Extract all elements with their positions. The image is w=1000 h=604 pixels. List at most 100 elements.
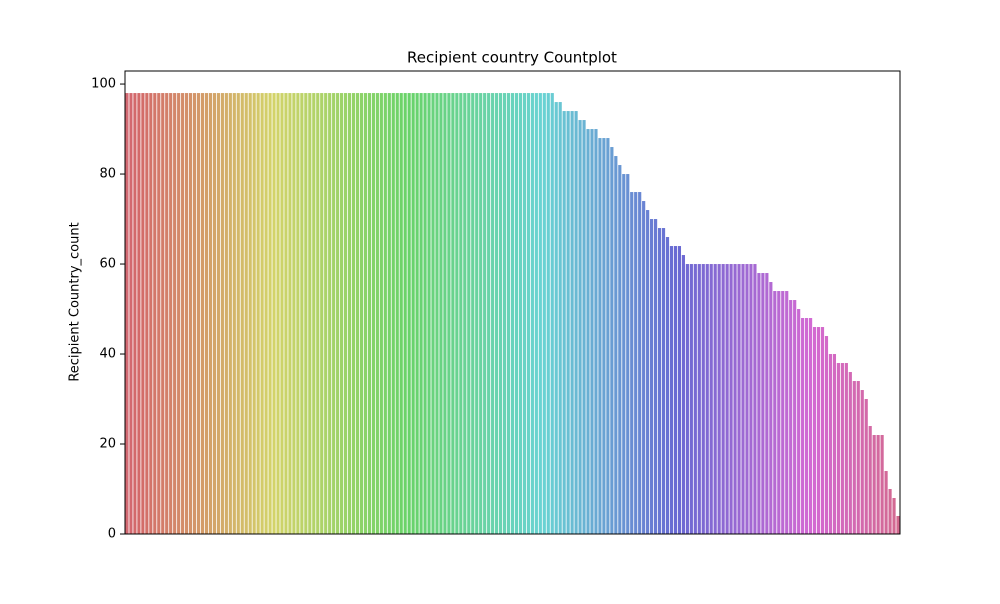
bar xyxy=(741,264,745,534)
bar xyxy=(268,93,272,535)
bar xyxy=(173,93,177,535)
bar xyxy=(169,93,173,535)
bar xyxy=(638,192,642,534)
bar xyxy=(578,120,582,534)
bar xyxy=(188,93,193,535)
bar xyxy=(880,435,884,534)
bar xyxy=(836,363,840,534)
bar xyxy=(550,93,554,535)
bar xyxy=(343,93,348,535)
bar xyxy=(733,264,737,534)
y-tick-label: 60 xyxy=(99,257,116,272)
bar xyxy=(797,309,801,534)
bar xyxy=(860,390,864,534)
bar xyxy=(828,354,833,534)
bar xyxy=(610,147,614,534)
bar xyxy=(479,93,483,535)
bar xyxy=(745,264,749,534)
bar xyxy=(248,93,252,535)
bar xyxy=(888,489,892,534)
bar xyxy=(192,93,197,535)
bar xyxy=(590,129,594,534)
bar xyxy=(145,93,149,535)
bar xyxy=(129,93,133,535)
y-tick-label: 0 xyxy=(108,527,116,542)
bar xyxy=(228,93,232,535)
bar xyxy=(689,264,693,534)
bar xyxy=(403,93,407,535)
bar xyxy=(260,93,264,535)
bar xyxy=(371,93,375,535)
bar xyxy=(224,93,228,535)
bar xyxy=(761,273,765,534)
bar xyxy=(669,246,674,534)
chart-title: Recipient country Countplot xyxy=(407,49,617,67)
bar xyxy=(292,93,296,535)
bar xyxy=(602,138,606,534)
bar xyxy=(713,264,717,534)
bar xyxy=(773,291,777,534)
bar xyxy=(586,129,590,534)
bar xyxy=(793,300,797,534)
bar xyxy=(824,336,829,534)
bar xyxy=(554,102,558,535)
bar xyxy=(455,93,459,535)
bar xyxy=(534,93,538,535)
bar xyxy=(598,138,602,534)
bar xyxy=(789,300,793,534)
bar xyxy=(642,201,646,534)
bar xyxy=(542,93,546,535)
bar xyxy=(832,354,837,534)
bar xyxy=(630,192,634,534)
bar xyxy=(737,264,741,534)
bar xyxy=(701,264,705,534)
bar xyxy=(606,138,610,534)
bar xyxy=(359,93,364,535)
bar xyxy=(805,318,809,534)
y-axis-label: Recipient Country_count xyxy=(68,222,83,381)
bar xyxy=(296,93,300,535)
bar xyxy=(196,93,201,535)
bar xyxy=(876,435,880,534)
bar xyxy=(650,219,654,535)
bar xyxy=(657,228,662,535)
bar xyxy=(395,93,399,535)
bar xyxy=(510,93,515,535)
bar xyxy=(816,327,821,534)
bar xyxy=(884,471,888,534)
bar xyxy=(387,93,391,535)
bar xyxy=(526,93,530,535)
bar xyxy=(181,93,185,535)
bar xyxy=(300,93,304,535)
bar xyxy=(665,237,670,534)
bar xyxy=(232,93,236,535)
bar xyxy=(252,93,256,535)
bar xyxy=(777,291,781,534)
bar xyxy=(495,93,499,535)
bar xyxy=(522,93,527,535)
bar xyxy=(538,93,542,535)
bar xyxy=(757,273,761,534)
bar xyxy=(705,264,709,534)
bar xyxy=(709,264,713,534)
bar xyxy=(801,318,805,534)
bar xyxy=(483,93,487,535)
bar xyxy=(506,93,511,535)
bar xyxy=(677,246,682,534)
bar xyxy=(165,93,169,535)
bar xyxy=(856,381,860,534)
bar xyxy=(125,93,129,535)
bar xyxy=(502,93,507,535)
bar xyxy=(328,93,332,535)
bar xyxy=(685,264,689,534)
bar xyxy=(399,93,403,535)
bar xyxy=(411,93,415,535)
bar xyxy=(582,120,586,534)
bar xyxy=(264,93,268,535)
bar xyxy=(212,93,217,535)
bar xyxy=(419,93,423,535)
bar xyxy=(463,93,467,535)
bar xyxy=(562,111,566,534)
bar xyxy=(272,93,276,535)
bar xyxy=(316,93,320,535)
